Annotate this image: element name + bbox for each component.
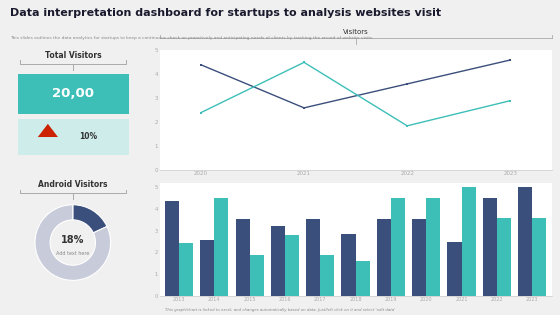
- FancyBboxPatch shape: [18, 119, 128, 155]
- Text: This graph/chart is linked to excel, and changes automatically based on data. Ju: This graph/chart is linked to excel, and…: [165, 308, 395, 312]
- Text: Visitors: Visitors: [343, 29, 368, 35]
- Bar: [250, 255, 264, 296]
- Bar: [320, 255, 334, 296]
- Text: 20,00: 20,00: [52, 87, 94, 100]
- Bar: [426, 198, 440, 296]
- Bar: [342, 234, 356, 296]
- Bar: [306, 219, 320, 296]
- Bar: [391, 198, 405, 296]
- FancyBboxPatch shape: [18, 74, 128, 114]
- Bar: [412, 219, 426, 296]
- Bar: [532, 218, 547, 296]
- Text: 18%: 18%: [61, 235, 85, 244]
- Polygon shape: [38, 124, 58, 137]
- Bar: [285, 235, 299, 296]
- Bar: [461, 187, 475, 296]
- Text: This slides outlines the data analytics for startups to keep a continuous check : This slides outlines the data analytics …: [10, 36, 372, 40]
- Text: Total Visitors: Total Visitors: [45, 51, 101, 60]
- Bar: [200, 240, 214, 296]
- Text: Android Visitors: Android Visitors: [38, 180, 108, 189]
- Bar: [497, 218, 511, 296]
- Bar: [179, 243, 193, 296]
- Wedge shape: [35, 205, 110, 280]
- Wedge shape: [73, 205, 107, 233]
- Text: Add text here: Add text here: [56, 251, 90, 256]
- Bar: [356, 261, 370, 296]
- Text: Data interpretation dashboard for startups to analysis websites visit: Data interpretation dashboard for startu…: [10, 8, 441, 18]
- Bar: [483, 198, 497, 296]
- Text: 10%: 10%: [79, 132, 97, 141]
- Bar: [214, 198, 228, 296]
- Bar: [165, 201, 179, 296]
- Bar: [447, 242, 461, 296]
- Bar: [377, 219, 391, 296]
- Bar: [518, 187, 532, 296]
- Bar: [236, 219, 250, 296]
- Bar: [271, 226, 285, 296]
